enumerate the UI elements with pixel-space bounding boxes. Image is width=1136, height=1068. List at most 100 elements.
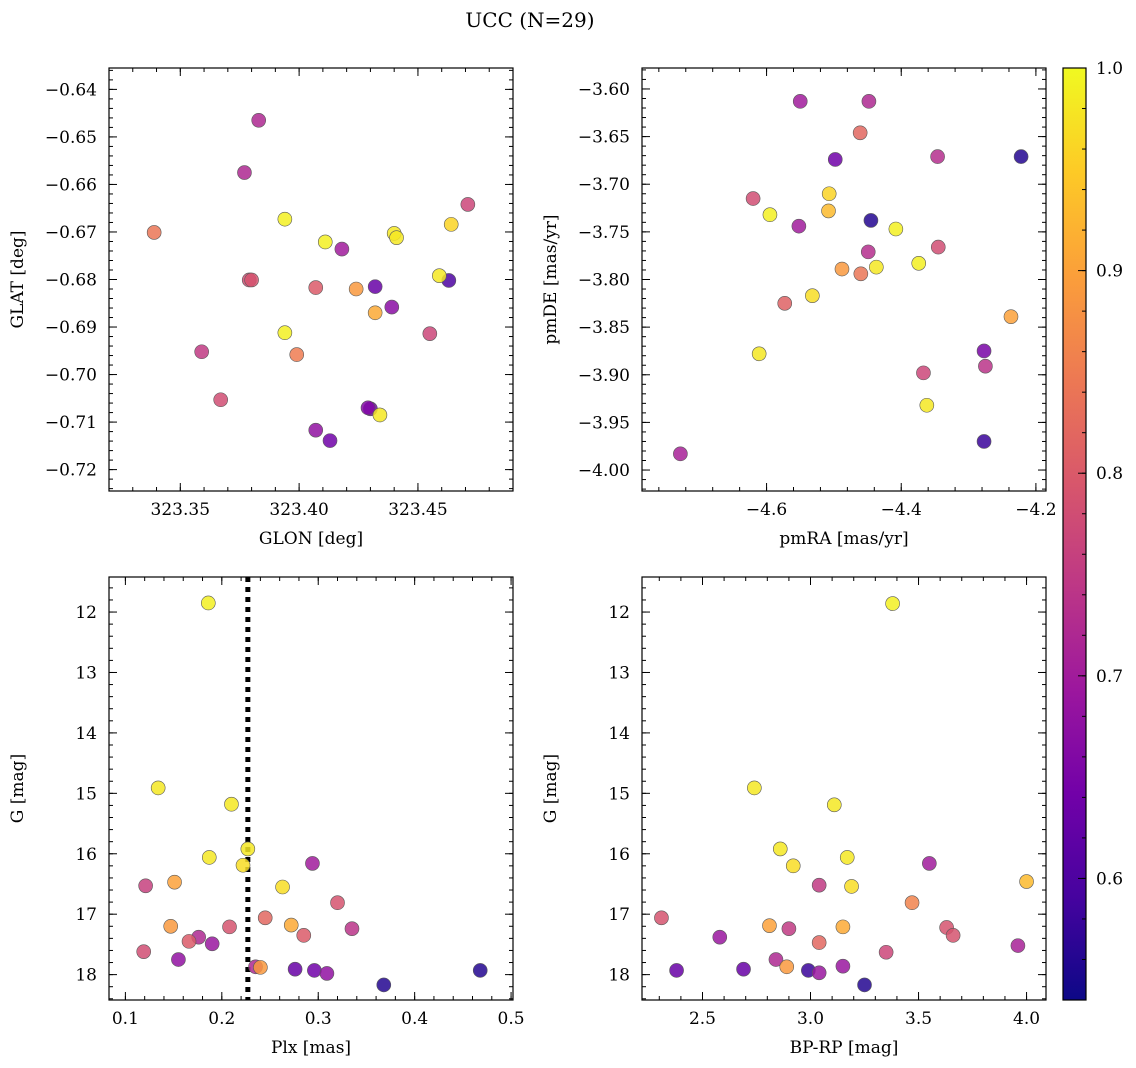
y-tick-label: 18 [608,966,630,986]
x-tick-label: −4.4 [881,500,922,520]
scatter-point [835,958,851,974]
scatter-point [138,878,153,894]
scatter-point [224,796,239,812]
scatter-point [669,963,684,978]
scatter-point [811,877,827,893]
scatter-point [805,288,820,303]
colorbar-tick-label: 0.6 [1096,869,1123,889]
scatter-point [296,928,312,943]
scatter-point [751,346,767,362]
scatter-point [422,326,438,341]
y-tick-label: −3.95 [578,413,630,433]
scatter-point [460,197,476,212]
scatter-point [146,225,162,240]
y-tick-label: 17 [75,905,97,925]
scatter-point [251,112,267,128]
y-axis-label: G [mag] [8,754,28,823]
colorbar-tick-label: 0.8 [1096,464,1123,484]
scatter-point [792,94,808,109]
scatter-point [857,977,872,993]
scatter-point [150,780,166,796]
scatter-point [253,960,268,975]
scatter-point [376,977,392,993]
scatter-point [852,125,868,141]
scatter-point [853,266,869,282]
scatter-point [826,797,842,813]
scatter-point [916,365,931,381]
colorbar-tick-label: 0.7 [1096,667,1123,687]
scatter-point [747,780,762,796]
y-tick-label: 16 [75,845,97,865]
scatter-point [673,446,688,462]
plot-frame [108,576,514,1001]
scatter-point [654,910,669,926]
x-axis-label: BP-RP [mag] [790,1038,899,1058]
y-tick-label: −4.00 [578,461,630,481]
scatter-point [839,850,855,865]
scatter-point [1003,309,1019,324]
scatter-point [283,917,299,933]
scatter-point [762,918,777,933]
scatter-point [344,921,360,936]
scatter-point [869,259,884,275]
y-tick-label: 13 [75,663,97,683]
scatter-point [860,244,876,260]
scatter-point [275,879,290,895]
scatter-point [811,935,827,950]
scatter-point [978,358,993,374]
scatter-point [791,218,807,234]
y-tick-label: −3.65 [578,128,630,148]
scatter-point [308,422,324,438]
y-tick-label: −3.85 [578,318,630,338]
colorbar-frame [1062,67,1087,1001]
scatter-point [844,879,859,894]
scatter-point [834,261,850,277]
colorbar-tick-label: 0.9 [1096,262,1123,282]
panel-plx-g: 0.1 0.2 0.3 0.4 0.5 12 13 14 15 16 17 18 Plx [mas] G … [8,576,525,1058]
y-tick-label: −0.69 [45,318,97,338]
y-tick-label: −0.70 [45,366,97,386]
scatter-point [1013,149,1029,164]
scatter-point [922,856,937,871]
scatter-point [762,207,778,223]
scatter-point [307,963,322,978]
x-tick-label: 323.45 [388,500,447,520]
y-tick-label: −0.64 [45,80,97,100]
scatter-point [885,596,900,611]
scatter-point [322,433,338,448]
x-tick-label: 0.5 [498,1009,525,1029]
y-tick-label: −0.67 [45,223,97,243]
y-tick-label: 16 [608,845,630,865]
panel-pmra-pmde: −4.6 −4.4 −4.2 −3.60 −3.65 −3.70 −3.75 −3.80 −3.… [541,67,1057,549]
scatter-point [235,857,251,873]
scatter-point [136,944,152,959]
scatter-point [1010,938,1026,953]
scatter-point [372,407,388,423]
scatter-point [432,268,447,283]
x-tick-label: −4.6 [746,500,787,520]
y-tick-label: 13 [608,663,630,683]
scatter-point [1019,874,1034,889]
y-axis-label: G [mag] [541,754,561,823]
scatter-point [861,94,877,109]
y-tick-label: −0.66 [45,175,97,195]
scatter-point [163,918,179,934]
y-tick-label: 15 [608,784,630,804]
scatter-point [204,936,220,952]
y-axis-label: pmDE [mas/yr] [541,214,561,344]
scatter-point [777,296,793,311]
y-tick-label: −3.90 [578,366,630,386]
scatter-point [443,217,459,232]
scatter-point [827,152,843,167]
scatter-point [360,400,376,416]
x-tick-label: 323.40 [269,500,328,520]
scatter-point [768,952,784,967]
panel-glon-glat: 323.35 323.40 323.45 −0.64 −0.65 −0.66 −0.67 −0… [8,67,514,549]
scatter-point [781,921,797,936]
scatter-point [736,961,751,977]
scatter-point [472,963,488,978]
scatter-point [167,874,182,890]
scatter-point [277,325,293,341]
scatter-point [289,347,305,362]
scatter-point [712,929,728,945]
